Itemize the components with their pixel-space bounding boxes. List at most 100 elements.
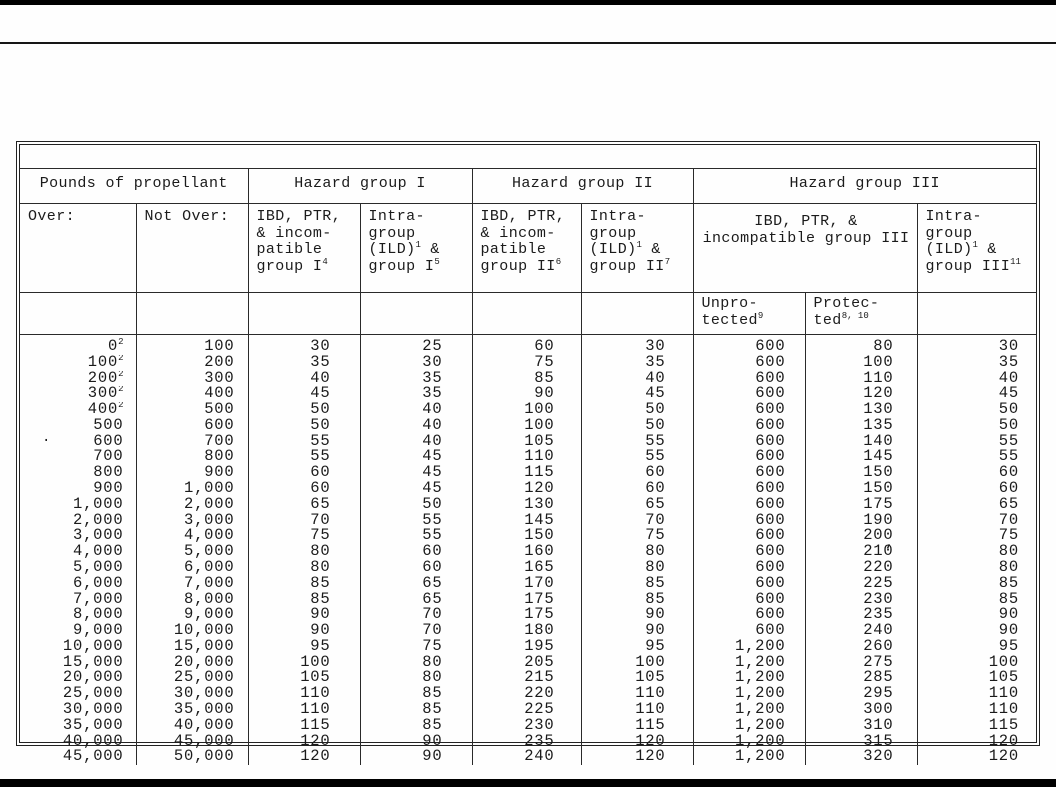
group-header-pounds-of-propellant: Pounds of propellant xyxy=(20,168,249,204)
table-row: 900 1,000 60 45 120 60 600 150 60 xyxy=(20,481,1036,497)
distance-cell: 95 xyxy=(916,638,1036,655)
distance-cell: 80 xyxy=(580,559,694,576)
distance-cell: 315 xyxy=(804,733,918,750)
distance-cell: 45 xyxy=(580,386,694,403)
distance-cell: 55 xyxy=(580,449,694,466)
distance-cell: 55 xyxy=(247,433,361,450)
distance-cell: 600 xyxy=(692,402,806,418)
subheader-unprotected: Unpro-tected9 xyxy=(692,292,806,335)
distance-cell: 205 xyxy=(471,654,582,671)
distance-cell: 20,000 xyxy=(20,670,137,687)
distance-cell: 55 xyxy=(580,433,694,450)
distance-cell: 1,200 xyxy=(692,638,806,655)
distance-cell: 130 xyxy=(804,402,918,418)
distance-cell: 80 xyxy=(580,544,694,560)
distance-cell: 295 xyxy=(804,686,918,702)
distance-cell: 900 xyxy=(135,465,249,482)
distance-cell: 800 xyxy=(20,465,137,482)
distance-cell: 35 xyxy=(916,354,1036,371)
distance-cell: 9,000 xyxy=(135,607,249,624)
distance-cell: 600 xyxy=(692,354,806,371)
table-row: 35,000 40,000 115 85 230 115 1,200 310 115 xyxy=(20,717,1036,734)
distance-cell: 600 xyxy=(692,528,806,545)
distance-cell: 2,000 xyxy=(20,512,137,529)
distance-cell: 15,000 xyxy=(135,638,249,655)
distance-cell: 70 xyxy=(580,512,694,529)
propellant-distance-table: Pounds of propellant Hazard group I Haza… xyxy=(20,145,1036,766)
distance-cell: 400 xyxy=(135,386,249,403)
table-row: 500 600 50 40 100 50 600 135 50 xyxy=(20,417,1036,434)
distance-cell: 85 xyxy=(247,591,361,608)
table-row: 800 900 60 45 115 60 600 150 60 xyxy=(20,465,1036,482)
distance-cell: 600 xyxy=(692,386,806,403)
distance-cell: 75 xyxy=(359,638,473,655)
distance-cell: 235 xyxy=(804,607,918,624)
distance-cell: 105 xyxy=(580,670,694,687)
distance-cell: 200 xyxy=(135,354,249,371)
distance-cell: 35 xyxy=(359,370,473,387)
distance-cell: 1,200 xyxy=(692,717,806,734)
distance-cell: 55 xyxy=(359,528,473,545)
group-header-hazard-group-1: Hazard group I xyxy=(247,168,473,204)
table-row: 15,000 20,000 100 80 205 100 1,200 275 100 xyxy=(20,654,1036,671)
distance-cell: 45 xyxy=(359,449,473,466)
distance-cell: 115 xyxy=(247,717,361,734)
distance-cell: 235 xyxy=(471,733,582,750)
table-row: 2002 300 40 35 85 40 600 110 40 xyxy=(20,370,1036,387)
distance-cell: 80 xyxy=(804,334,918,355)
distance-cell: 600 xyxy=(692,559,806,576)
distance-cell: 600 xyxy=(692,496,806,513)
distance-cell: 45,000 xyxy=(135,733,249,750)
distance-cell: 100 xyxy=(471,402,582,418)
subheader-empty xyxy=(359,292,473,335)
distance-cell: 110 xyxy=(916,701,1036,718)
table-row: 1002 200 35 30 75 35 600 100 35 xyxy=(20,354,1036,371)
table-inner-frame: Pounds of propellant Hazard group I Haza… xyxy=(19,144,1037,766)
distance-cell: 60 xyxy=(916,465,1036,482)
distance-cell: 25 xyxy=(359,334,473,355)
distance-cell: 600 xyxy=(692,370,806,387)
distance-cell: 4002 xyxy=(20,402,137,418)
distance-cell: 120 xyxy=(804,386,918,403)
distance-cell: 145 xyxy=(471,512,582,529)
distance-cell: 60 xyxy=(471,334,582,355)
distance-cell: 120 xyxy=(247,733,361,750)
distance-cell: 100 xyxy=(580,654,694,671)
distance-cell: 5,000 xyxy=(20,559,137,576)
distance-cell: 2002 xyxy=(20,370,137,387)
group-header-hazard-group-2: Hazard group II xyxy=(471,168,694,204)
distance-cell: 120 xyxy=(580,733,694,750)
distance-cell: 2,000 xyxy=(135,496,249,513)
distance-cell: 90 xyxy=(359,733,473,750)
distance-cell: 35,000 xyxy=(20,717,137,734)
subheader-row: Unpro-tected9 Protec-ted8, 10 xyxy=(20,292,1036,335)
distance-cell: 45 xyxy=(916,386,1036,403)
table-row: 7,000 8,000 85 65 175 85 600 230 85 xyxy=(20,591,1036,608)
distance-cell: 85 xyxy=(471,370,582,387)
table-row: 2,000 3,000 70 55 145 70 600 190 70 xyxy=(20,512,1036,529)
distance-cell: 230 xyxy=(804,591,918,608)
table-row: 1,000 2,000 65 50 130 65 600 175 65 xyxy=(20,496,1036,513)
distance-cell: 35 xyxy=(580,354,694,371)
distance-cell: 50 xyxy=(580,402,694,418)
distance-cell: 30 xyxy=(580,334,694,355)
distance-cell: 35,000 xyxy=(135,701,249,718)
col-header-not-over: Not Over: xyxy=(135,203,249,293)
distance-cell: 135 xyxy=(804,417,918,434)
distance-cell: 240 xyxy=(471,749,582,766)
distance-cell: 90 xyxy=(916,607,1036,624)
distance-cell: 8,000 xyxy=(20,607,137,624)
column-header-row: Over: Not Over: IBD, PTR, & incom-patible… xyxy=(20,203,1036,293)
distance-cell: 260 xyxy=(804,638,918,655)
distance-cell: 70 xyxy=(916,512,1036,529)
distance-cell: 70 xyxy=(359,607,473,624)
distance-cell: 150 xyxy=(471,528,582,545)
distance-cell: 40 xyxy=(359,402,473,418)
col-header-group3-intragroup: Intra-group (ILD)1 & group III11 xyxy=(916,203,1036,293)
distance-cell: 150 xyxy=(804,481,918,497)
distance-cell: 600 xyxy=(692,544,806,560)
table-data-body: 02 100 30 25 60 30 600 80 30 1002 200 35 30 75 35 600 10… xyxy=(20,334,1036,766)
col-header-group1-intragroup: Intra-group (ILD)1 & group I5 xyxy=(359,203,473,293)
distance-cell: 800 xyxy=(135,449,249,466)
distance-cell: 275 xyxy=(804,654,918,671)
